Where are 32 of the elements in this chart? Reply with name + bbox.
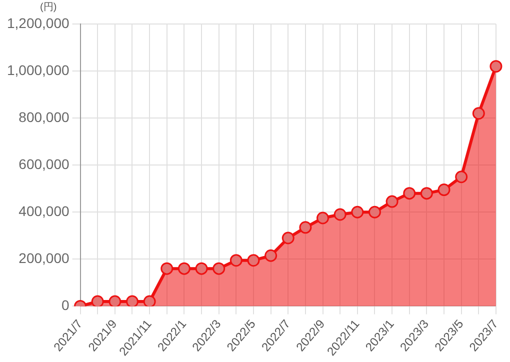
point (420, 187, 433, 200)
y-tick-label: 400,000 (18, 202, 70, 219)
point (351, 206, 364, 218)
point (143, 295, 156, 306)
y-tick-label: 800,000 (18, 108, 70, 125)
y-tick-label: 1,000,000 (6, 62, 70, 78)
point (386, 195, 398, 208)
point (490, 60, 502, 73)
point (212, 262, 226, 275)
point (438, 184, 450, 196)
point (368, 206, 381, 218)
point (334, 208, 346, 221)
point (230, 254, 242, 267)
point (282, 232, 294, 244)
point (178, 262, 190, 275)
point (455, 170, 468, 184)
point (299, 221, 312, 234)
point (91, 295, 104, 306)
y-axis-title: (円) (40, 2, 57, 13)
point (195, 262, 208, 275)
y-tick-label: 1,200,000 (6, 14, 70, 31)
point (403, 187, 416, 200)
point (108, 295, 122, 306)
y-tick-label: 600,000 (18, 156, 70, 172)
point (316, 212, 330, 224)
point (264, 249, 278, 262)
point (126, 295, 138, 306)
point (160, 262, 174, 275)
y-tick-label: 200,000 (18, 250, 70, 266)
point (247, 254, 260, 267)
point (472, 107, 485, 120)
y-tick-label: 0 (61, 297, 70, 314)
